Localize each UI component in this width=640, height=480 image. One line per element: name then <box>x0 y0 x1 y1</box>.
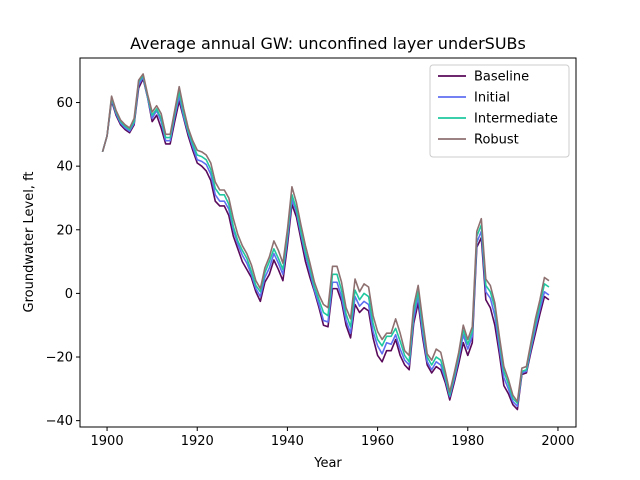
y-tick-label: −20 <box>46 351 73 366</box>
y-axis-label: Groundwater Level, ft <box>22 171 37 312</box>
x-tick-label: 1960 <box>361 434 394 449</box>
y-axis: −40 −20 0 20 40 60 <box>46 96 80 429</box>
chart-title: Average annual GW: unconfined layer unde… <box>130 34 526 53</box>
y-tick-label: 40 <box>56 160 73 175</box>
legend-label-intermediate: Intermediate <box>474 112 558 127</box>
series-group <box>101 73 550 411</box>
x-tick-label: 1900 <box>91 434 124 449</box>
y-tick-label: 60 <box>56 96 73 111</box>
legend-label-robust: Robust <box>474 133 519 148</box>
legend-label-baseline: Baseline <box>474 70 529 85</box>
legend-label-initial: Initial <box>474 91 510 106</box>
y-tick-label: −40 <box>46 414 73 429</box>
plot-frame <box>79 57 577 428</box>
x-tick-label: 1940 <box>271 434 304 449</box>
y-tick-label: 0 <box>65 287 73 302</box>
x-tick-label: 1920 <box>181 434 214 449</box>
x-axis-label: Year <box>313 456 342 471</box>
legend-frame <box>429 64 570 158</box>
y-tick-label: 20 <box>56 223 73 238</box>
legend: Baseline Initial Intermediate Robust <box>429 64 570 158</box>
x-tick-label: 2000 <box>541 434 574 449</box>
x-axis: 1900 1920 1940 1960 1980 2000 <box>91 427 575 449</box>
series-line-robust <box>101 73 550 403</box>
x-tick-label: 1980 <box>451 434 484 449</box>
